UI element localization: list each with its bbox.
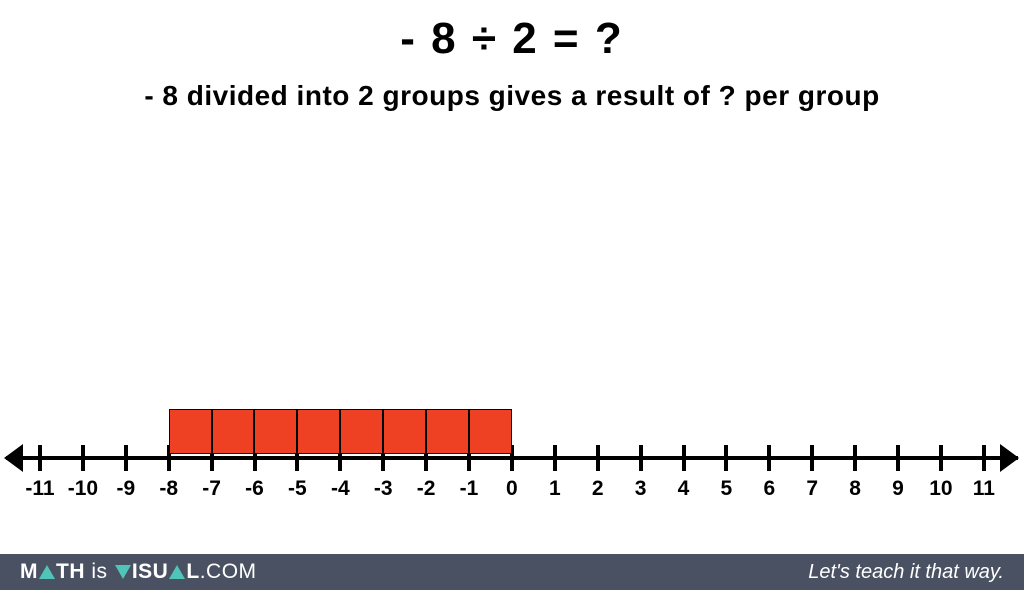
tick-label: 5 bbox=[721, 477, 733, 501]
tick bbox=[896, 445, 900, 471]
tick-label: 7 bbox=[806, 477, 818, 501]
brand-text: M bbox=[20, 560, 38, 583]
tick bbox=[553, 445, 557, 471]
tick-label: -6 bbox=[245, 477, 264, 501]
arrow-left-icon bbox=[4, 444, 23, 472]
tick-label: -7 bbox=[202, 477, 221, 501]
tick-label: 3 bbox=[635, 477, 647, 501]
tick-label: 10 bbox=[929, 477, 952, 501]
tick-label: 2 bbox=[592, 477, 604, 501]
value-box bbox=[297, 409, 340, 454]
tick-label: -10 bbox=[68, 477, 98, 501]
value-box bbox=[212, 409, 255, 454]
brand-text: L bbox=[186, 560, 199, 583]
value-box bbox=[426, 409, 469, 454]
tick-label: -11 bbox=[25, 477, 54, 501]
equation-title: - 8 ÷ 2 = ? bbox=[0, 14, 1024, 64]
value-box bbox=[169, 409, 212, 454]
tick bbox=[810, 445, 814, 471]
brand-text: is bbox=[85, 560, 114, 583]
tick bbox=[38, 445, 42, 471]
tick bbox=[939, 445, 943, 471]
tick bbox=[767, 445, 771, 471]
equation-subtitle: - 8 divided into 2 groups gives a result… bbox=[0, 80, 1024, 112]
tick bbox=[853, 445, 857, 471]
tick-label: 8 bbox=[849, 477, 861, 501]
tick-label: 9 bbox=[892, 477, 904, 501]
value-box bbox=[383, 409, 426, 454]
tick-label: -1 bbox=[460, 477, 479, 501]
tick-label: -5 bbox=[288, 477, 307, 501]
footer-bar: M TH is ISU L.COM Let's teach it that way. bbox=[0, 554, 1024, 590]
tick bbox=[639, 445, 643, 471]
tick-label: -2 bbox=[417, 477, 436, 501]
tick bbox=[724, 445, 728, 471]
footer-tagline: Let's teach it that way. bbox=[808, 561, 1004, 584]
triangle-up-icon bbox=[169, 565, 185, 579]
tick-label: 6 bbox=[763, 477, 775, 501]
value-box bbox=[469, 409, 512, 454]
tick-label: -3 bbox=[374, 477, 393, 501]
triangle-down-icon bbox=[115, 565, 131, 579]
arrow-right-icon bbox=[1000, 444, 1019, 472]
tick bbox=[124, 445, 128, 471]
tick bbox=[81, 445, 85, 471]
value-box bbox=[340, 409, 383, 454]
tick-label: 0 bbox=[506, 477, 518, 501]
footer-brand: M TH is ISU L.COM bbox=[20, 560, 257, 584]
tick bbox=[982, 445, 986, 471]
tick-label: -8 bbox=[159, 477, 178, 501]
tick bbox=[596, 445, 600, 471]
tick bbox=[682, 445, 686, 471]
brand-text: TH bbox=[56, 560, 85, 583]
tick-label: 1 bbox=[549, 477, 561, 501]
tick-label: 4 bbox=[678, 477, 690, 501]
tick-label: -4 bbox=[331, 477, 350, 501]
brand-text: .COM bbox=[200, 560, 257, 583]
tick-label: 11 bbox=[973, 477, 995, 501]
triangle-up-icon bbox=[39, 565, 55, 579]
value-boxes bbox=[169, 409, 512, 454]
tick-label: -9 bbox=[116, 477, 135, 501]
value-box bbox=[254, 409, 297, 454]
brand-text: ISU bbox=[132, 560, 169, 583]
